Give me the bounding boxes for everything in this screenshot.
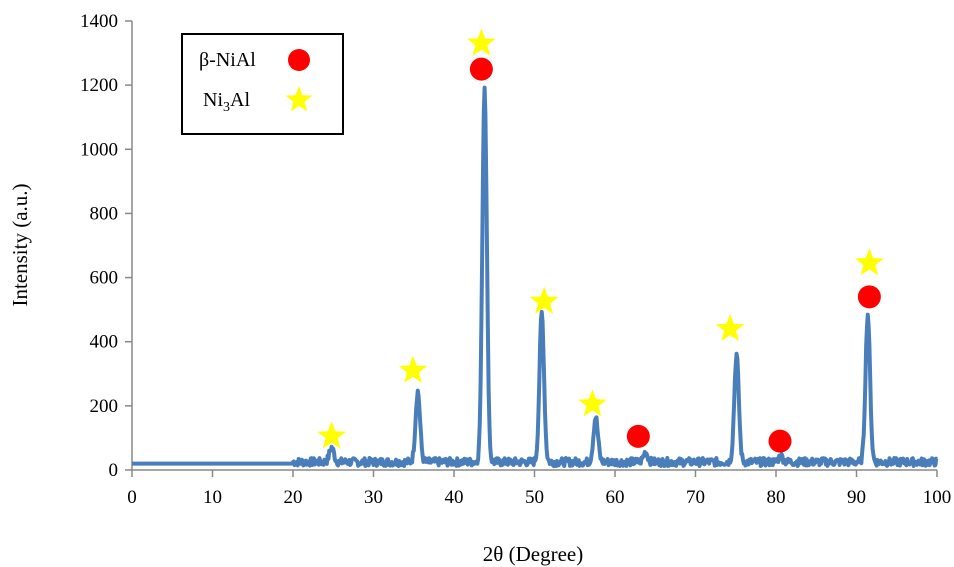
x-axis-title: 2θ (Degree)	[483, 542, 583, 566]
legend-marker-circle	[288, 49, 310, 71]
legend-marker-star	[285, 86, 313, 112]
y-tick-label: 1200	[80, 75, 118, 96]
x-tick-label: 20	[284, 487, 303, 508]
legend-label-ni3al: Ni3Al	[203, 89, 250, 115]
x-tick-label: 50	[525, 487, 544, 508]
x-tick-label: 40	[445, 487, 464, 508]
ni3al-marker	[398, 355, 428, 383]
beta-nial-marker	[626, 424, 650, 448]
y-tick-label: 0	[109, 460, 119, 481]
x-tick-label: 60	[606, 487, 625, 508]
series-layer	[130, 85, 939, 468]
legend-label-beta-nial: β-NiAl	[199, 49, 256, 71]
x-tick-label: 70	[686, 487, 705, 508]
x-tick-label: 10	[203, 487, 222, 508]
x-tick-label: 90	[847, 487, 866, 508]
beta-nial-marker	[768, 429, 792, 453]
y-tick-label: 200	[90, 396, 119, 417]
peak-markers	[317, 28, 884, 453]
y-tick-labels: 0 200 400 600 800 1000 1200 1400	[80, 11, 132, 481]
x-tick-label: 0	[127, 487, 137, 508]
x-tick-label: 80	[767, 487, 786, 508]
y-axis-title: Intensity (a.u.)	[8, 183, 32, 306]
beta-nial-marker	[469, 57, 493, 81]
y-tick-label: 800	[90, 203, 119, 224]
y-tick-label: 1400	[80, 11, 118, 32]
x-tick-labels: 0 10 20 30 40 50 60 70 80 90 100	[127, 470, 951, 508]
xrd-series-line	[130, 85, 939, 468]
ni3al-marker	[317, 421, 346, 449]
legend-box	[181, 33, 344, 135]
beta-nial-marker	[857, 285, 881, 309]
ni3al-marker	[529, 286, 559, 314]
x-tick-label: 100	[923, 487, 952, 508]
y-tick-label: 1000	[80, 139, 118, 160]
ni3al-marker	[715, 313, 745, 342]
x-tick-label: 30	[364, 487, 383, 508]
y-tick-label: 400	[90, 332, 119, 353]
legend: β-NiAl Ni3Al	[181, 33, 344, 135]
ni3al-marker	[467, 28, 496, 56]
ni3al-marker	[855, 248, 884, 276]
ni3al-marker	[578, 389, 607, 417]
y-tick-label: 600	[90, 268, 119, 289]
